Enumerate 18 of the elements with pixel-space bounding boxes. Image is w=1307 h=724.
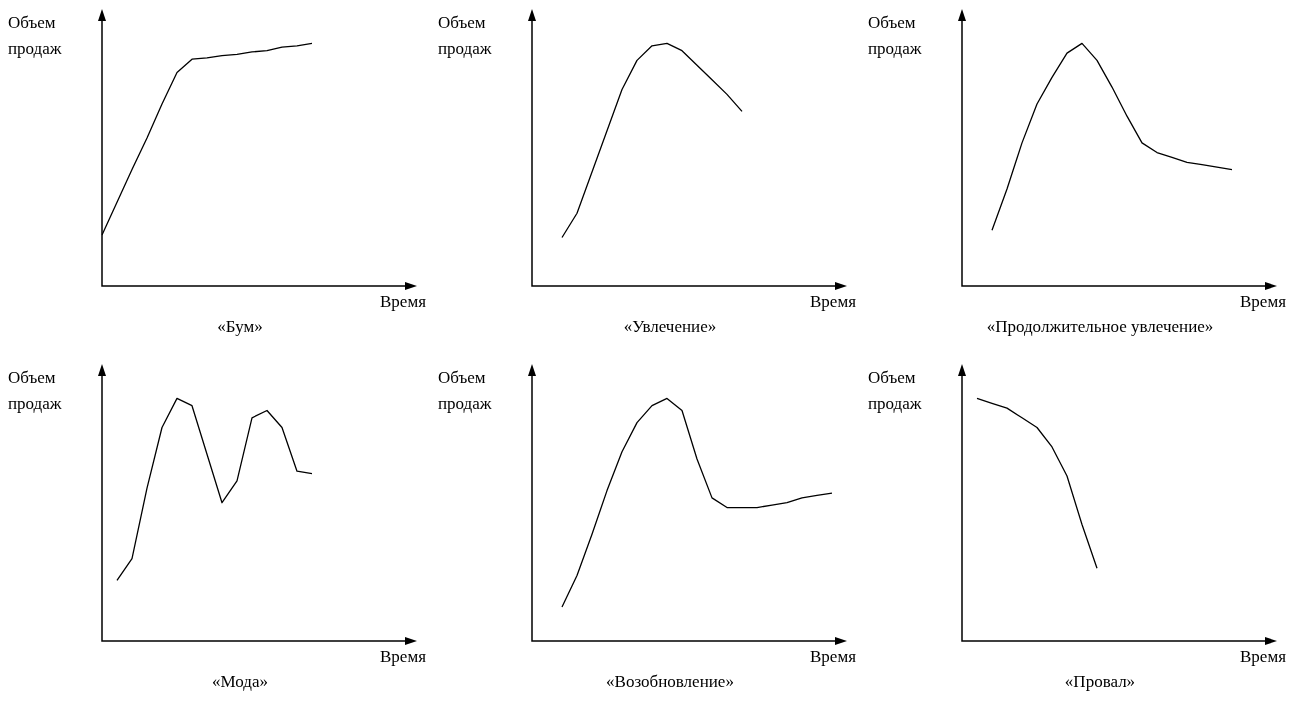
text: «Увлечение» bbox=[622, 316, 718, 338]
y-axis-title: Объем продаж bbox=[438, 367, 493, 415]
text: «Провал» bbox=[1063, 671, 1137, 693]
x-axis-title: Время bbox=[380, 647, 426, 667]
x-axis-title: Время bbox=[810, 647, 856, 667]
y-axis-title: Объем продаж bbox=[868, 367, 923, 415]
text: «Мода» bbox=[211, 671, 269, 693]
x-axis-title: Время bbox=[810, 292, 856, 312]
x-axis-title: Время bbox=[1240, 647, 1286, 667]
x-axis-title: Время bbox=[1240, 292, 1286, 312]
y-axis-title: Объем продаж bbox=[868, 12, 923, 60]
text: «Продолжительное увлечение» bbox=[985, 316, 1215, 338]
text: «Возобновление» bbox=[605, 671, 735, 693]
y-axis-title: Объем продаж bbox=[438, 12, 493, 60]
y-axis-title: Объем продаж bbox=[8, 367, 63, 415]
y-axis-title: Объем продаж bbox=[8, 12, 63, 60]
text: «Бум» bbox=[216, 316, 264, 338]
x-axis-title: Время bbox=[380, 292, 426, 312]
